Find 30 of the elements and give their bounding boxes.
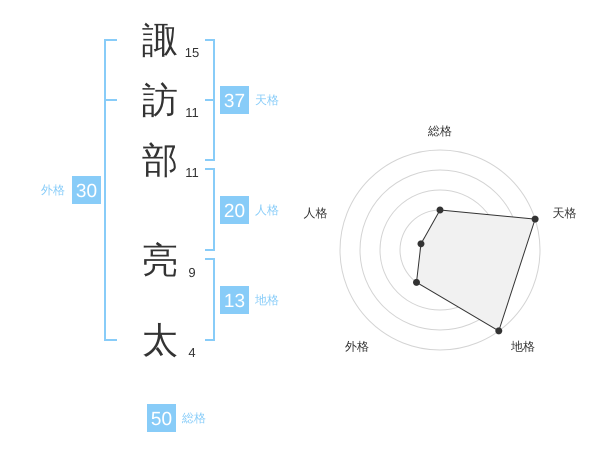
axis-label: 地格	[511, 339, 535, 354]
axis-label: 外格	[345, 339, 369, 354]
data-label: 30	[76, 181, 98, 202]
stroke-count: 15	[184, 45, 200, 60]
stroke-count: 11	[185, 165, 199, 180]
score: 50	[147, 404, 176, 432]
score-label: 地格	[255, 293, 279, 307]
name-character: 諏	[142, 20, 178, 60]
score: 20	[220, 196, 249, 224]
name-character: 訪	[142, 80, 178, 120]
data-label: 20	[224, 201, 246, 222]
axis-label: 総格	[428, 124, 452, 138]
axis-label: 天格	[552, 206, 576, 220]
data-label: 13	[224, 291, 246, 312]
score-label: 外格	[41, 183, 65, 197]
score-label: 人格	[255, 203, 279, 217]
score-label: 総格	[182, 411, 206, 425]
score: 37	[220, 86, 249, 114]
stroke-count: 11	[185, 105, 199, 120]
name-character: 亮	[142, 240, 178, 280]
score: 13	[220, 286, 249, 314]
data-label: 50	[150, 409, 172, 430]
name-character: 部	[142, 140, 178, 180]
axis-label: 人格	[304, 206, 328, 220]
score: 30	[72, 176, 101, 204]
name-character: 太	[142, 320, 178, 360]
stroke-count: 4	[188, 345, 196, 360]
data-label: 37	[224, 91, 246, 112]
stroke-count: 9	[188, 265, 196, 280]
score-label: 天格	[255, 93, 279, 107]
